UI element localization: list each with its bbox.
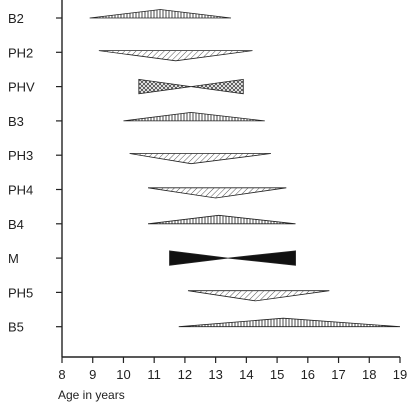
x-tick-label: 11: [147, 367, 161, 382]
x-tick-label: 18: [362, 367, 376, 382]
range-marker-right: [227, 250, 296, 266]
row-label: M: [8, 251, 19, 266]
range-marker-left: [169, 250, 228, 266]
row-label: PHV: [8, 80, 35, 95]
range-marker: [178, 317, 401, 328]
x-tick-label: 12: [178, 367, 192, 382]
range-marker: [187, 290, 330, 302]
x-tick-label: 9: [89, 367, 96, 382]
range-marker: [147, 214, 296, 225]
row-label: B4: [8, 217, 24, 232]
range-marker: [129, 153, 271, 165]
x-tick-label: 8: [58, 367, 65, 382]
row-label: PH4: [8, 183, 33, 198]
x-tick-label: 13: [208, 367, 222, 382]
x-tick-label: 19: [393, 367, 407, 382]
range-marker: [123, 111, 265, 122]
row-label: B5: [8, 320, 24, 335]
row-label: PH5: [8, 285, 33, 300]
x-tick-label: 15: [270, 367, 284, 382]
range-marker: [89, 9, 232, 19]
row-label: B2: [8, 11, 24, 26]
x-tick-label: 10: [116, 367, 130, 382]
x-tick-label: 17: [331, 367, 345, 382]
range-marker: [98, 50, 253, 62]
x-tick-label: 16: [301, 367, 315, 382]
range-marker-right: [191, 78, 244, 95]
row-label: B3: [8, 114, 24, 129]
row-label: PH2: [8, 45, 33, 60]
x-axis-title: Age in years: [58, 388, 125, 402]
range-marker-left: [138, 78, 192, 95]
range-marker: [147, 187, 287, 199]
x-tick-label: 14: [239, 367, 253, 382]
row-label: PH3: [8, 148, 33, 163]
